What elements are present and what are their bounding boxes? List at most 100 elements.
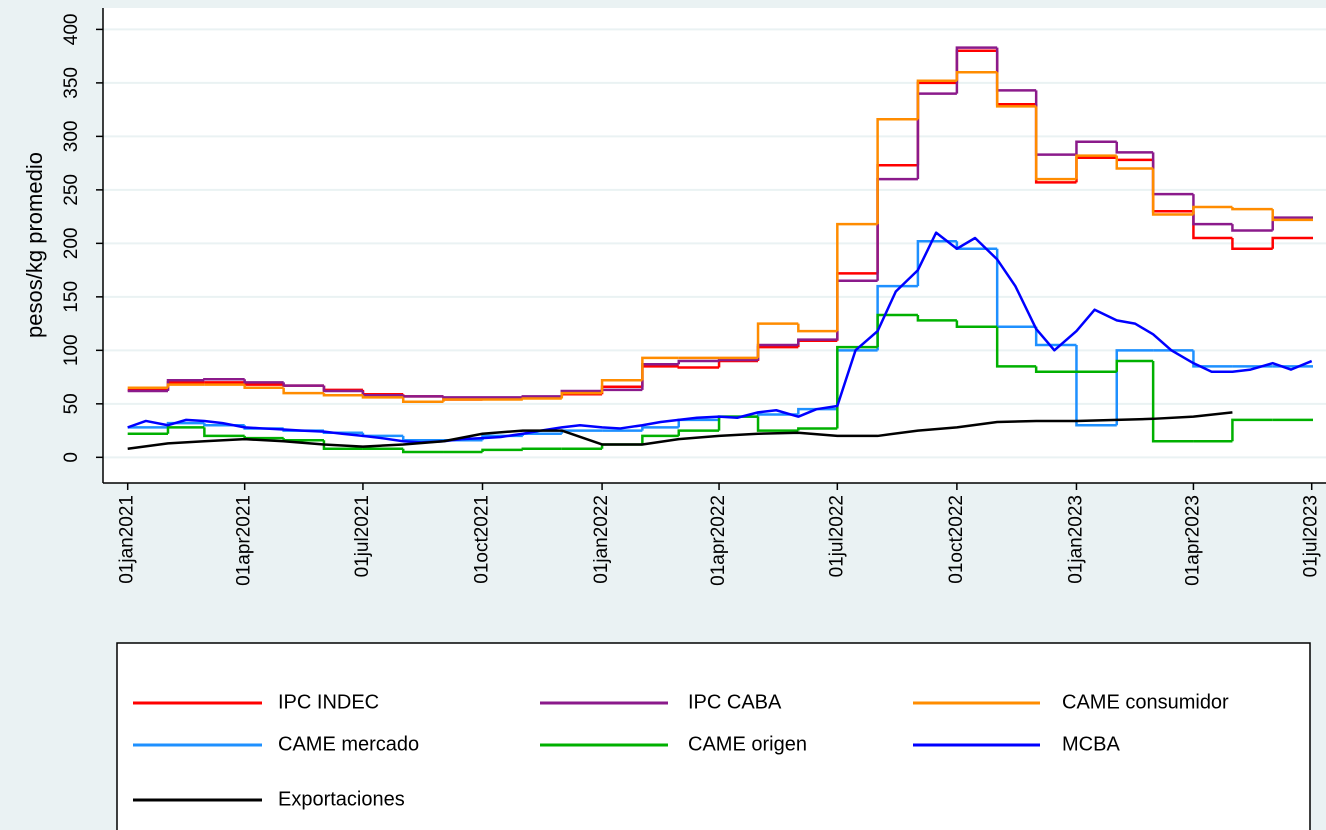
step-segment xyxy=(717,358,759,362)
y-tick-label: 150 xyxy=(61,281,82,313)
step-segment xyxy=(1034,326,1077,347)
step-segment xyxy=(203,377,245,381)
x-tick-label: 01apr2021 xyxy=(234,495,255,586)
x-tick-label: 01jan2022 xyxy=(591,495,612,584)
y-tick-label: 350 xyxy=(61,67,82,99)
legend-label: CAME mercado xyxy=(278,733,419,755)
y-tick-label: 200 xyxy=(61,228,82,260)
step-segment xyxy=(1034,366,1077,373)
step-segment xyxy=(521,395,562,398)
series-line xyxy=(127,411,1233,451)
step-segment xyxy=(322,440,363,451)
step-segment xyxy=(1034,106,1077,181)
step-segment xyxy=(1231,238,1273,250)
step-segment xyxy=(876,313,918,348)
x-tick-label: 01oct2021 xyxy=(472,495,493,584)
step-segment xyxy=(1192,350,1233,368)
step-segment xyxy=(361,395,404,399)
y-axis-title: pesos/kg promedio xyxy=(22,152,47,338)
step-segment xyxy=(1231,224,1273,232)
step-segment xyxy=(322,385,363,393)
step-segment xyxy=(955,70,998,81)
step-segment xyxy=(641,434,679,445)
x-tick-label: 01jul2023 xyxy=(1301,495,1322,577)
step-segment xyxy=(677,429,720,436)
step-segment xyxy=(521,447,562,451)
step-segment xyxy=(1115,359,1154,372)
step-segment xyxy=(955,320,998,329)
step-segment xyxy=(641,426,679,431)
step-segment xyxy=(995,248,1037,329)
step-segment xyxy=(1192,205,1233,215)
step-segment xyxy=(836,222,878,332)
step-segment xyxy=(756,322,799,358)
plot-area xyxy=(103,8,1326,483)
step-segment xyxy=(1075,140,1117,155)
step-segment xyxy=(641,356,679,381)
step-segment xyxy=(1271,236,1313,249)
y-tick-label: 250 xyxy=(61,174,82,206)
step-segment xyxy=(401,448,444,454)
legend-box xyxy=(116,642,1311,830)
step-segment xyxy=(481,448,523,452)
step-segment xyxy=(677,366,720,369)
step-segment xyxy=(677,359,720,365)
step-segment xyxy=(560,391,603,399)
step-segment xyxy=(1231,418,1273,442)
step-segment xyxy=(1231,206,1273,211)
step-segment xyxy=(995,72,1037,108)
step-segment xyxy=(1151,168,1194,216)
y-tick-label: 300 xyxy=(61,121,82,153)
step-segment xyxy=(1151,361,1194,443)
step-segment xyxy=(282,387,324,395)
legend-label: MCBA xyxy=(1062,733,1120,755)
step-segment xyxy=(243,379,284,384)
x-tick-label: 01apr2022 xyxy=(708,495,729,586)
step-segment xyxy=(1115,155,1154,170)
step-segment xyxy=(1115,349,1154,426)
legend-label: CAME origen xyxy=(688,733,807,755)
step-segment xyxy=(600,379,643,394)
step-segment xyxy=(442,396,483,399)
y-tick-label: 0 xyxy=(61,452,82,463)
y-tick-label: 400 xyxy=(61,14,82,46)
step-segment xyxy=(1271,209,1313,222)
step-segment xyxy=(916,315,957,322)
step-segment xyxy=(166,426,205,434)
step-segment xyxy=(600,388,643,392)
legend-label: Exportaciones xyxy=(278,788,405,810)
step-segment xyxy=(243,384,284,390)
x-tick-label: 01jan2023 xyxy=(1065,495,1086,584)
step-segment xyxy=(995,326,1037,368)
y-tick-label: 100 xyxy=(61,334,82,366)
step-segment xyxy=(521,397,562,400)
step-segment xyxy=(797,323,838,333)
legend-label: IPC CABA xyxy=(688,691,782,713)
step-segment xyxy=(1075,154,1117,180)
y-tick-label: 50 xyxy=(61,393,82,414)
series-line xyxy=(127,231,1313,444)
x-tick-label: 01jan2021 xyxy=(117,495,138,584)
step-segment xyxy=(282,382,324,387)
step-segment xyxy=(797,427,838,431)
step-segment xyxy=(876,118,918,225)
step-segment xyxy=(1192,194,1233,226)
step-segment xyxy=(836,345,878,429)
step-segment xyxy=(442,398,483,402)
step-segment xyxy=(916,79,957,120)
legend-label: CAME consumidor xyxy=(1062,691,1229,713)
step-segment xyxy=(401,397,444,403)
step-segment xyxy=(401,395,444,398)
step-segment xyxy=(1115,141,1154,154)
x-tick-label: 01jul2022 xyxy=(826,495,847,577)
x-tick-label: 01jul2021 xyxy=(352,495,373,577)
step-segment xyxy=(166,383,205,388)
step-segment xyxy=(797,338,838,345)
step-segment xyxy=(322,393,363,397)
legend-label: IPC INDEC xyxy=(278,691,379,713)
step-segment xyxy=(203,427,245,438)
x-tick-label: 01apr2023 xyxy=(1182,495,1203,586)
x-tick-label: 01oct2022 xyxy=(946,495,967,584)
step-segment xyxy=(756,416,799,432)
